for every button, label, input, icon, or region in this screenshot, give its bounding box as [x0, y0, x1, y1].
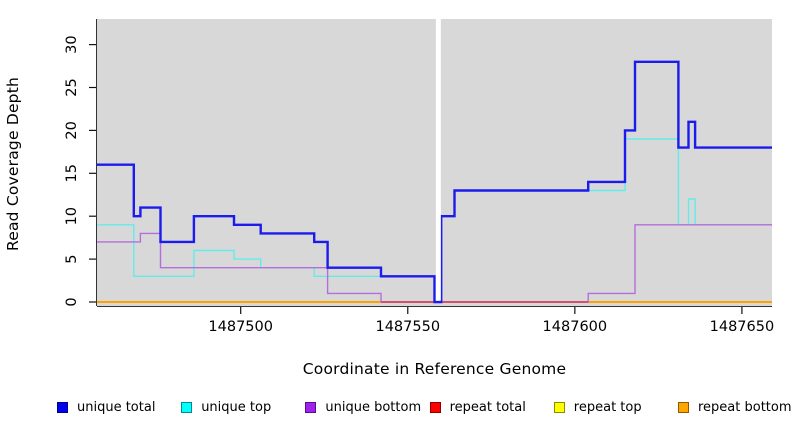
y-tick-label: 30 [64, 35, 80, 53]
x-tick-label: 1487650 [710, 319, 775, 335]
plot-panel [97, 19, 772, 306]
series-line-unique-bottom [97, 224, 772, 303]
y-tick-label: 0 [64, 297, 80, 306]
y-tick-label: 20 [64, 121, 80, 139]
coverage-gap-band [435, 19, 441, 301]
y-axis-title: Read Coverage Depth [4, 76, 22, 252]
x-tick-label: 1487500 [208, 319, 273, 335]
x-tick-label: 1487550 [375, 319, 440, 335]
y-tick-label: 15 [64, 164, 80, 182]
y-tick-label: 10 [64, 207, 80, 225]
x-tick-label: 1487600 [543, 319, 608, 335]
series-line-unique-total [97, 60, 772, 304]
y-tick-label: 5 [64, 254, 80, 263]
y-tick-label: 25 [64, 78, 80, 96]
x-axis-title: Coordinate in Reference Genome [302, 360, 567, 378]
